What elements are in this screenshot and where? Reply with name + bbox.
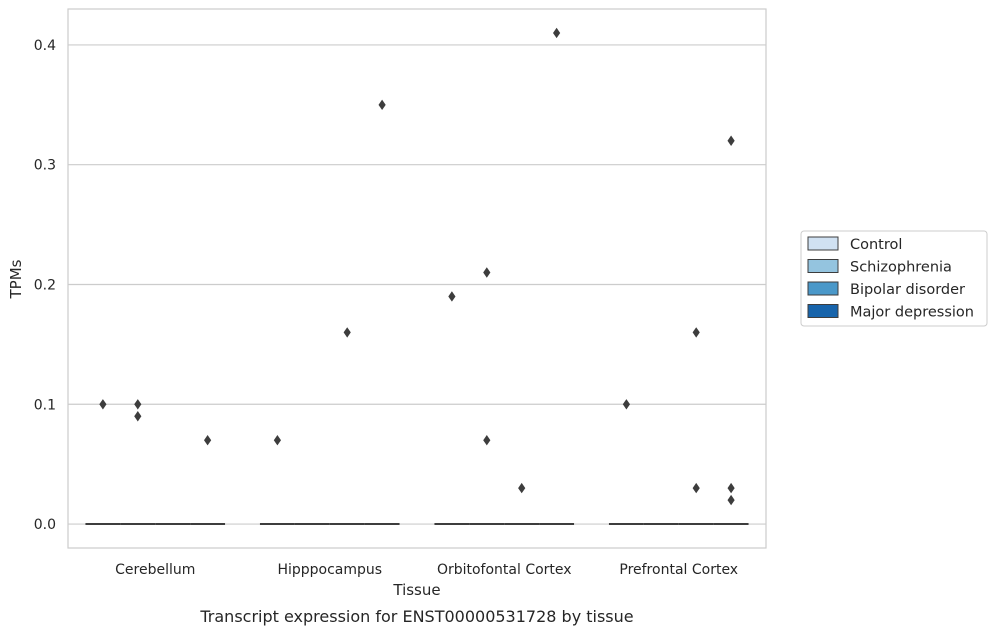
y-axis-label: TPMs xyxy=(7,259,25,299)
legend-label: Control xyxy=(850,237,902,253)
legend-swatch xyxy=(807,236,839,251)
outlier-points xyxy=(99,27,735,506)
outlier-point xyxy=(483,435,491,446)
legend-swatch xyxy=(807,281,839,296)
outlier-point xyxy=(343,327,351,338)
y-tick-label: 0.2 xyxy=(34,277,56,293)
y-axis-ticks: 0.0 0.1 0.2 0.3 0.4 xyxy=(34,38,56,533)
legend-label: Schizophrenia xyxy=(850,260,952,276)
outlier-point xyxy=(378,99,386,111)
chart-caption: Transcript expression for ENST0000053172… xyxy=(199,607,633,626)
outlier-point xyxy=(622,399,630,410)
x-axis-label: Tissue xyxy=(392,581,440,599)
outlier-point xyxy=(692,327,700,338)
y-tick-label: 0.0 xyxy=(34,517,56,533)
outlier-point xyxy=(273,435,281,446)
grid-lines xyxy=(68,44,766,525)
outlier-point xyxy=(134,399,142,410)
legend-label: Major depression xyxy=(850,305,974,321)
legend-frame xyxy=(800,230,988,327)
outlier-point xyxy=(134,411,142,422)
x-axis-ticks: Cerebellum Hipppocampus Orbitofontal Corte… xyxy=(115,562,738,578)
y-tick-label: 0.1 xyxy=(34,397,56,413)
outlier-point xyxy=(99,399,107,410)
x-tick-label: Prefrontal Cortex xyxy=(619,562,738,578)
x-tick-label: Orbitofontal Cortex xyxy=(437,562,572,578)
outlier-point xyxy=(518,482,526,494)
legend-label: Bipolar disorder xyxy=(850,282,965,298)
legend: Control Schizophrenia Bipolar disorder Majo… xyxy=(800,230,988,327)
x-tick-label: Hipppocampus xyxy=(277,562,382,578)
outlier-point xyxy=(727,494,735,506)
legend-swatch xyxy=(807,259,839,273)
outlier-point xyxy=(483,267,491,278)
outlier-point xyxy=(553,27,561,39)
outlier-point xyxy=(204,435,212,446)
y-tick-label: 0.4 xyxy=(34,38,56,54)
y-tick-label: 0.3 xyxy=(34,158,56,174)
outlier-point xyxy=(448,291,456,302)
outlier-point xyxy=(692,482,700,494)
outlier-point xyxy=(727,482,735,494)
x-tick-label: Cerebellum xyxy=(115,562,195,578)
legend-swatch xyxy=(807,304,839,318)
plot-area xyxy=(67,8,767,549)
outlier-point xyxy=(727,135,735,146)
